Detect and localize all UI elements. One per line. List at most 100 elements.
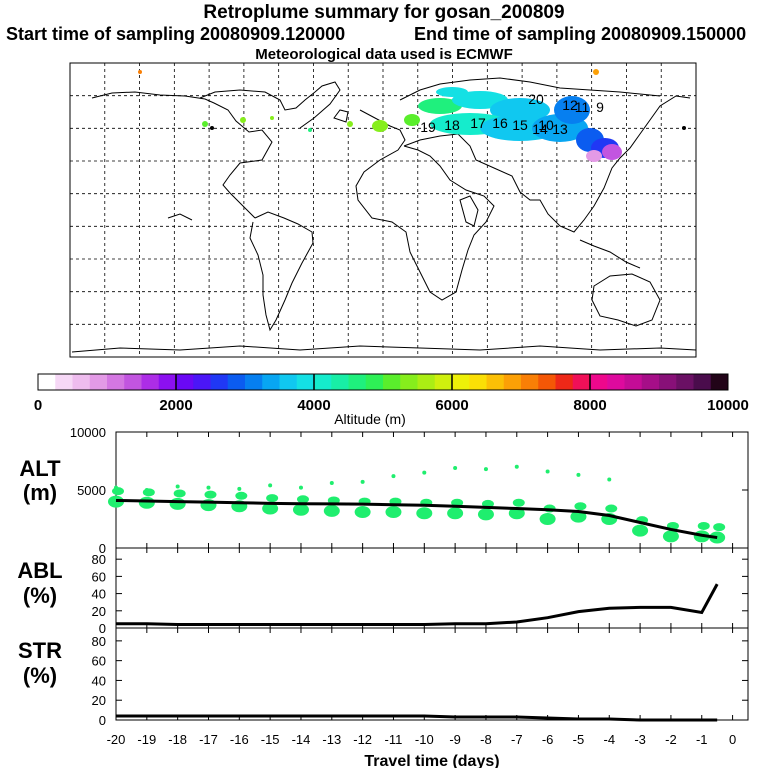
x-tick-label: -8 xyxy=(480,732,492,747)
y-tick-label: 0 xyxy=(99,713,106,728)
colorbar-swatch xyxy=(400,374,418,390)
x-tick-label: -5 xyxy=(573,732,585,747)
altitude-particle-cluster xyxy=(539,513,556,525)
x-tick-label: -12 xyxy=(353,732,372,747)
plume-day-label: 20 xyxy=(528,91,544,107)
panel-abl: 80 60 40 20 0 ABL(%) xyxy=(17,547,749,636)
y-tick-label: 80 xyxy=(92,634,106,649)
y-tick-label: 20 xyxy=(92,693,106,708)
y-tick-label: 60 xyxy=(92,569,106,584)
altitude-particle-cluster xyxy=(112,487,124,496)
y-tick-label: 0 xyxy=(99,621,106,636)
colorbar-swatch xyxy=(452,374,470,390)
colorbar-swatch xyxy=(383,374,401,390)
y-tick-label: 10000 xyxy=(70,425,106,440)
altitude-particle-cluster xyxy=(323,504,340,517)
x-tick-label: -19 xyxy=(137,732,156,747)
altitude-particle-high xyxy=(237,486,242,491)
altitude-particle-cluster xyxy=(713,523,726,532)
altitude-particle-cluster xyxy=(138,496,155,509)
colorbar-swatch xyxy=(55,374,73,390)
plume-day-label: 11 xyxy=(575,99,590,115)
x-tick-label: 0 xyxy=(729,732,736,747)
altitude-particle-cluster xyxy=(447,507,464,520)
altitude-particle-cluster xyxy=(385,506,402,519)
colorbar-swatch xyxy=(676,374,694,390)
plume-day-label: 12 xyxy=(562,97,578,113)
colorbar-swatch xyxy=(590,374,608,390)
plume-day-label: 15 xyxy=(512,117,528,133)
x-tick-label: -13 xyxy=(322,732,341,747)
colorbar-swatch xyxy=(348,374,367,390)
colorbar-swatch xyxy=(107,374,125,390)
colorbar-tick-label: 6000 xyxy=(435,397,468,414)
y-tick-label: 60 xyxy=(92,654,106,669)
altitude-particle-high xyxy=(360,479,365,484)
y-axis-unit: (%) xyxy=(23,663,57,688)
altitude-particle-high xyxy=(298,485,303,490)
altitude-particle-high xyxy=(391,474,396,479)
colorbar-swatch xyxy=(245,374,263,390)
y-tick-label: 80 xyxy=(92,552,106,567)
colorbar-swatch xyxy=(176,374,194,390)
altitude-particle-cluster xyxy=(142,488,155,497)
start-time-label: Start time of sampling 20080909.120000 xyxy=(6,24,346,44)
colorbar-swatch xyxy=(89,374,108,390)
colorbar-swatch xyxy=(486,374,505,390)
altitude-particle-cluster xyxy=(354,506,371,519)
colorbar-tick-label: 8000 xyxy=(573,397,606,414)
y-tick-label: 5000 xyxy=(77,483,106,498)
altitude-particle-cluster xyxy=(605,504,618,513)
colorbar-tick-label: 2000 xyxy=(159,397,192,414)
coastlines xyxy=(71,77,697,353)
altitude-particle-high xyxy=(483,467,488,472)
met-data-label: Meteorological data used is ECMWF xyxy=(255,46,513,63)
colorbar-swatch xyxy=(572,374,591,390)
colorbar-swatch xyxy=(158,374,177,390)
x-tick-label: -11 xyxy=(385,732,403,747)
y-tick-label: 0 xyxy=(99,541,106,556)
y-axis-label: ABL xyxy=(17,558,62,583)
altitude-particle-cluster xyxy=(570,510,587,523)
plume-day-label: 17 xyxy=(470,115,486,131)
colorbar-swatch xyxy=(227,374,246,390)
colorbar-swatch xyxy=(469,374,487,390)
plume-day-label: 13 xyxy=(552,121,568,137)
colorbar-swatch xyxy=(314,374,332,390)
x-tick-label: -10 xyxy=(415,732,434,747)
altitude-particle-high xyxy=(144,488,149,492)
x-tick-label: -20 xyxy=(107,732,126,747)
x-tick-label: -14 xyxy=(292,732,311,747)
altitude-particle-high xyxy=(545,469,550,474)
y-axis-label: ALT xyxy=(19,456,61,481)
colorbar-swatch xyxy=(417,374,436,390)
altitude-particle-cluster xyxy=(632,524,649,537)
y-axis-label: STR xyxy=(18,638,62,663)
y-tick-label: 40 xyxy=(92,587,106,602)
colorbar-swatch xyxy=(538,374,556,390)
altitude-particle-high xyxy=(514,464,519,469)
x-tick-label: -15 xyxy=(261,732,280,747)
colorbar-swatch xyxy=(331,374,349,390)
y-tick-label: 20 xyxy=(92,604,106,619)
colorbar-swatch xyxy=(710,374,729,390)
x-axis-label: Travel time (days) xyxy=(364,753,499,768)
altitude-particle-cluster xyxy=(296,495,309,504)
colorbar-swatch xyxy=(641,374,660,390)
altitude-particle-high xyxy=(206,485,211,490)
colorbar-swatch xyxy=(434,374,453,390)
altitude-particle-high xyxy=(422,470,427,475)
plume-day-label: 19 xyxy=(420,119,436,135)
altitude-particle-high xyxy=(607,477,612,482)
mean-alt-line xyxy=(115,498,718,540)
end-time-label: End time of sampling 20080909.150000 xyxy=(414,24,747,44)
altitude-particle-cluster xyxy=(697,521,710,530)
y-axis-unit: (m) xyxy=(23,480,57,505)
panel-alt: 10000 5000 0 ALT(m) xyxy=(19,425,749,556)
colorbar-swatch xyxy=(555,374,574,390)
colorbar-tick-label: 10000 xyxy=(707,397,749,414)
altitude-particle-high xyxy=(114,485,118,490)
altitude-particle-cluster xyxy=(235,491,248,500)
